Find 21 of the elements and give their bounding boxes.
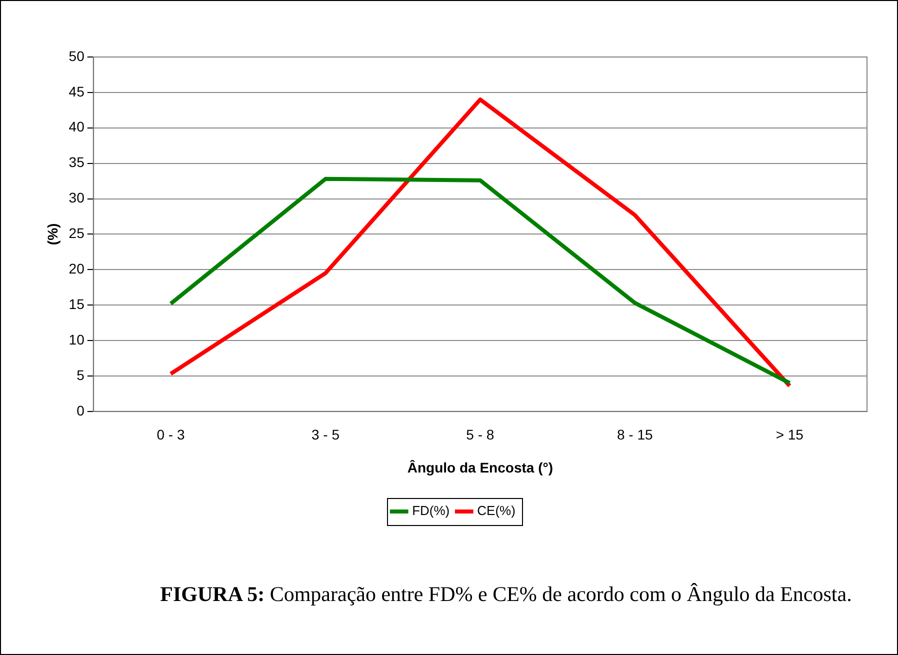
- x-tick-label: 0 - 3: [156, 426, 185, 443]
- y-tick-label: 25: [68, 225, 85, 242]
- x-tick-label: 8 - 15: [617, 426, 654, 443]
- x-tick-label: 5 - 8: [466, 426, 494, 443]
- y-tick-label: 15: [68, 296, 85, 312]
- legend-label: FD(%): [412, 503, 450, 518]
- y-axis-title: (%): [44, 223, 60, 246]
- y-tick-label: 5: [76, 366, 85, 383]
- y-tick-label: 50: [68, 48, 85, 64]
- x-tick-label: 3 - 5: [311, 426, 340, 443]
- y-tick-label: 20: [68, 260, 85, 276]
- y-tick-label: 10: [68, 331, 85, 348]
- y-tick-label: 30: [68, 190, 85, 206]
- legend-label: CE(%): [477, 503, 516, 518]
- x-tick-label: > 15: [776, 426, 804, 443]
- text: FIGURA 5: Comparação entre FD% e CE% de acordo com o Ângulo da Encosta.: [160, 582, 852, 606]
- y-tick-label: 35: [68, 154, 85, 170]
- y-tick-label: 40: [68, 118, 85, 135]
- y-tick-label: 0: [76, 402, 85, 418]
- y-tick-label: 45: [68, 83, 85, 100]
- x-axis-title: Ângulo da Encosta (°): [407, 459, 553, 476]
